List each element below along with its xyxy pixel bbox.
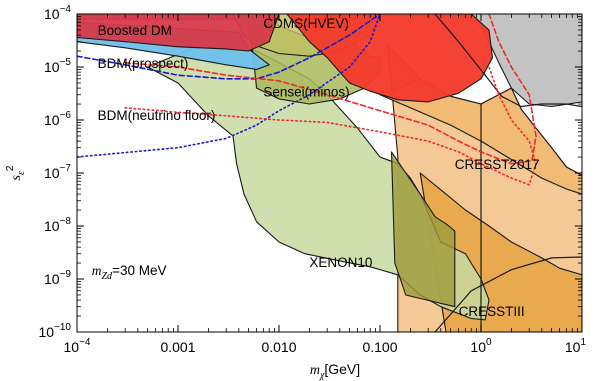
x-tick-label: 0.100: [362, 339, 397, 355]
region-label: CRESST2017: [455, 157, 540, 172]
boosted-dm-region: [77, 14, 280, 52]
exclusion-boundaries: [434, 14, 582, 332]
y-axis-title: sε2: [5, 165, 27, 180]
region-label: Sensei(minos): [263, 84, 349, 99]
x-axis-subscript: χ: [319, 370, 325, 381]
y-axis-power: 2: [5, 165, 16, 171]
mass-annotation-subscript: Zd: [102, 271, 114, 282]
bright-red-region: [286, 14, 494, 103]
grey-outline: [434, 14, 582, 108]
mass-annotation-symbol: m: [92, 263, 102, 278]
region-label: BDM(neutrino floor): [98, 108, 216, 123]
region-label: Boosted DM: [98, 23, 172, 38]
mass-annotation: mZd=30 MeV: [92, 263, 167, 282]
cressttiii-lower-curve: [434, 256, 582, 332]
x-axis-symbol: m: [310, 363, 320, 378]
y-tick-label: 10−9: [44, 269, 71, 287]
y-tick-label: 10−8: [44, 216, 71, 234]
region-label: XENON10: [309, 255, 372, 270]
y-tick-label: 10−4: [44, 4, 71, 22]
x-tick-label: 101: [565, 337, 587, 355]
xenon10-inner-strip: [390, 151, 456, 308]
x-tick-label: 100: [470, 337, 492, 355]
y-axis-symbol: s: [9, 174, 24, 180]
region-labels: Boosted DM BDM(prospect) BDM(neutrino floo…: [98, 16, 540, 319]
red-dashed-projection: [124, 14, 537, 165]
region-label: CRESSTIII: [459, 304, 525, 319]
x-tick-label: 0.001: [160, 339, 195, 355]
region-label: BDM(prospect): [98, 56, 189, 71]
mass-annotation-value: =30 MeV: [112, 263, 166, 278]
projection-curves: [77, 14, 537, 186]
region-label: CDMS(HVEV): [263, 16, 349, 31]
x-axis-unit: [GeV]: [324, 361, 360, 377]
x-tick-label: 10−4: [64, 337, 91, 355]
x-axis-title: mχ[GeV]: [310, 361, 360, 381]
axis-ticks: 10−4 0.001 0.010 0.100 100 101 10−10 10−9 10−8 10…: [38, 4, 586, 355]
red-dotted-projection: [124, 66, 537, 186]
y-tick-label: 10−6: [44, 110, 71, 128]
bdm-neutrino-floor-limit: [77, 14, 381, 158]
y-tick-label: 10−5: [44, 57, 71, 75]
y-tick-label: 10−7: [44, 163, 71, 181]
y-tick-label: 10−10: [38, 322, 71, 340]
x-tick-label: 0.010: [261, 339, 296, 355]
y-axis-subscript: ε: [16, 171, 27, 175]
